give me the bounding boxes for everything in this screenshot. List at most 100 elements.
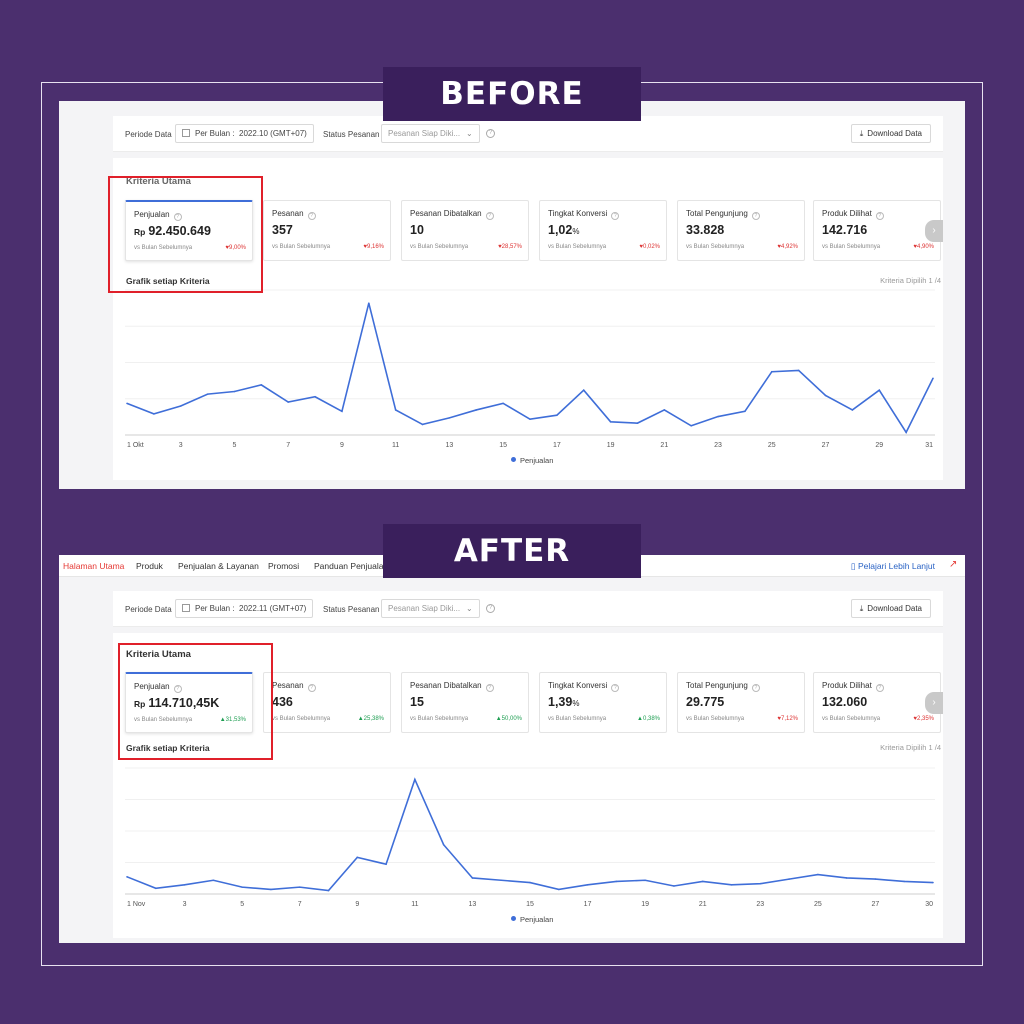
data-point[interactable]: [206, 393, 209, 395]
data-point[interactable]: [673, 885, 675, 887]
data-point[interactable]: [394, 409, 397, 411]
scroll-right-button[interactable]: ›: [925, 220, 943, 242]
x-tick-label: 29: [875, 442, 883, 449]
data-point[interactable]: [824, 394, 827, 397]
data-point[interactable]: [557, 888, 560, 891]
metric-value: 142.716: [822, 223, 868, 237]
data-point[interactable]: [298, 886, 301, 888]
data-point[interactable]: [903, 880, 906, 883]
data-point[interactable]: [845, 877, 848, 879]
data-point[interactable]: [442, 843, 445, 846]
periode-select[interactable]: Per Bulan : 2022.11 (GMT+07): [175, 599, 314, 618]
x-tick-label: 11: [392, 442, 399, 449]
data-point[interactable]: [270, 888, 272, 891]
data-point[interactable]: [817, 873, 819, 876]
nav-item-halaman-utama[interactable]: Halaman Utama: [63, 561, 125, 571]
metric-card-pesanan[interactable]: Pesanan? 357 vs Bulan Sebelumnya ♥9,16%: [263, 200, 391, 261]
status-select[interactable]: Pesanan Siap Diki... ⌄: [381, 599, 480, 618]
data-point[interactable]: [385, 863, 387, 866]
download-button[interactable]: ⤓ Download Data: [850, 599, 931, 618]
data-point[interactable]: [586, 884, 589, 886]
nav-item-produk[interactable]: Produk: [136, 561, 163, 571]
nav-item-penjualan-layanan[interactable]: Penjualan & Layanan: [178, 561, 259, 571]
metric-card-total-pengunjung[interactable]: Total Pengunjung? 33.828 vs Bulan Sebelumn…: [677, 200, 805, 261]
data-point[interactable]: [701, 880, 704, 883]
data-point[interactable]: [153, 413, 155, 415]
heart-down-icon: ♥: [777, 244, 781, 250]
metric-card-tingkat-konversi[interactable]: Tingkat Konversi? 1,02% vs Bulan Sebelumny…: [539, 200, 667, 261]
highlight-box-before: [108, 176, 263, 293]
periode-select[interactable]: Per Bulan : 2022.10 (GMT+07): [175, 124, 314, 143]
data-point[interactable]: [744, 410, 746, 413]
heart-down-icon: ♥: [498, 244, 502, 250]
data-point[interactable]: [529, 881, 531, 884]
metric-card-pesanan[interactable]: Pesanan? 436 vs Bulan Sebelumnya ▲25,38%: [263, 672, 391, 733]
data-point[interactable]: [260, 384, 263, 386]
data-point[interactable]: [368, 302, 370, 304]
data-point[interactable]: [932, 377, 934, 380]
help-icon[interactable]: ?: [486, 604, 495, 613]
data-point[interactable]: [233, 390, 236, 393]
data-point[interactable]: [241, 886, 243, 888]
data-point[interactable]: [529, 418, 531, 420]
metric-value: 29.775: [686, 695, 725, 709]
metric-card-total-pengunjung[interactable]: Total Pengunjung? 29.775 vs Bulan Sebelumn…: [677, 672, 805, 733]
data-point[interactable]: [851, 409, 854, 411]
data-point[interactable]: [797, 369, 800, 372]
data-point[interactable]: [905, 431, 907, 434]
data-point[interactable]: [582, 389, 585, 391]
learn-more-link[interactable]: ▯ Pelajari Lebih Lanjut: [851, 561, 935, 572]
data-point[interactable]: [341, 410, 343, 413]
data-point[interactable]: [471, 877, 474, 879]
data-point[interactable]: [126, 876, 128, 878]
chevron-down-icon: ⌄: [466, 129, 473, 138]
data-point[interactable]: [356, 856, 359, 859]
external-link-icon[interactable]: ↗: [949, 559, 958, 570]
data-point[interactable]: [448, 417, 451, 419]
data-point[interactable]: [502, 402, 504, 405]
data-point[interactable]: [730, 884, 733, 886]
data-point[interactable]: [327, 889, 330, 892]
nav-item-panduan-penjualan[interactable]: Panduan Penjualan: [314, 561, 389, 571]
metric-card-tingkat-konversi[interactable]: Tingkat Konversi? 1,39% vs Bulan Sebelumny…: [539, 672, 667, 733]
data-point[interactable]: [663, 409, 666, 411]
metric-card-pesanan-dibatalkan[interactable]: Pesanan Dibatalkan? 15 vs Bulan Sebelumnya…: [401, 672, 529, 733]
data-point[interactable]: [183, 884, 186, 886]
data-point[interactable]: [788, 878, 790, 880]
data-point[interactable]: [771, 370, 773, 373]
data-point[interactable]: [179, 405, 182, 407]
data-point[interactable]: [615, 880, 618, 883]
data-point[interactable]: [690, 424, 692, 427]
data-point[interactable]: [932, 881, 934, 884]
data-point[interactable]: [636, 422, 639, 424]
info-icon: ?: [611, 212, 620, 220]
data-point[interactable]: [126, 402, 128, 405]
data-point[interactable]: [414, 778, 416, 781]
data-point[interactable]: [556, 414, 558, 417]
metric-card-penjualan[interactable]: Penjualan? Rp 92.450.649 vs Bulan Sebelumny…: [125, 200, 253, 261]
data-point[interactable]: [212, 879, 215, 882]
download-button[interactable]: ⤓ Download Data: [850, 124, 931, 143]
data-point[interactable]: [475, 409, 478, 411]
data-point[interactable]: [314, 395, 316, 398]
data-point[interactable]: [874, 878, 877, 880]
data-point[interactable]: [717, 415, 719, 418]
data-point[interactable]: [878, 389, 881, 391]
status-select[interactable]: Pesanan Siap Diki... ⌄: [381, 124, 480, 143]
scroll-right-button[interactable]: ›: [925, 692, 943, 714]
metric-card-produk-dilihat[interactable]: Produk Dilihat? 132.060 vs Bulan Sebelumny…: [813, 672, 941, 733]
help-icon[interactable]: ?: [486, 129, 495, 138]
metric-card-pesanan-dibatalkan[interactable]: Pesanan Dibatalkan? 10 vs Bulan Sebelumnya…: [401, 200, 529, 261]
metric-card-produk-dilihat[interactable]: Produk Dilihat? 142.716 vs Bulan Sebelumny…: [813, 200, 941, 261]
data-point[interactable]: [287, 401, 289, 403]
data-point[interactable]: [759, 882, 762, 885]
data-point[interactable]: [644, 879, 646, 882]
data-point[interactable]: [421, 423, 424, 426]
data-point[interactable]: [154, 887, 157, 890]
data-point[interactable]: [500, 879, 503, 882]
heart-down-icon: ♥: [639, 244, 643, 250]
data-point[interactable]: [609, 421, 612, 423]
metric-card-penjualan[interactable]: Penjualan? Rp 114.710,45K vs Bulan Sebelumn…: [125, 672, 253, 733]
info-icon: ?: [485, 684, 494, 692]
nav-item-promosi[interactable]: Promosi: [268, 561, 300, 571]
